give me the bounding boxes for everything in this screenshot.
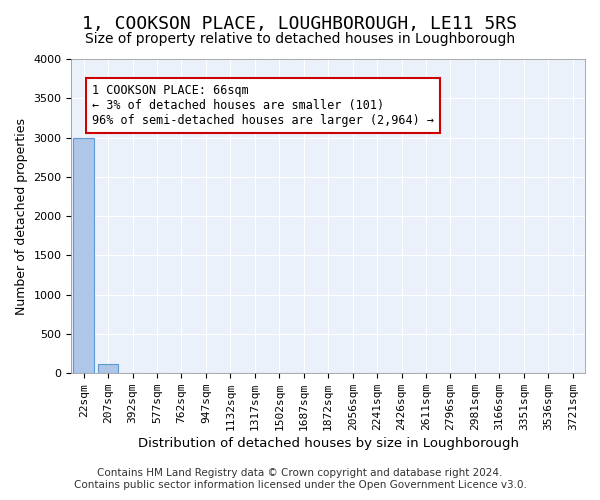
Text: Contains HM Land Registry data © Crown copyright and database right 2024.
Contai: Contains HM Land Registry data © Crown c…	[74, 468, 526, 490]
Text: 1, COOKSON PLACE, LOUGHBOROUGH, LE11 5RS: 1, COOKSON PLACE, LOUGHBOROUGH, LE11 5RS	[83, 15, 517, 33]
Text: Size of property relative to detached houses in Loughborough: Size of property relative to detached ho…	[85, 32, 515, 46]
Text: 1 COOKSON PLACE: 66sqm
← 3% of detached houses are smaller (101)
96% of semi-det: 1 COOKSON PLACE: 66sqm ← 3% of detached …	[92, 84, 434, 127]
X-axis label: Distribution of detached houses by size in Loughborough: Distribution of detached houses by size …	[138, 437, 519, 450]
Y-axis label: Number of detached properties: Number of detached properties	[15, 118, 28, 314]
Bar	[98, 364, 118, 373]
Bar	[73, 138, 94, 373]
